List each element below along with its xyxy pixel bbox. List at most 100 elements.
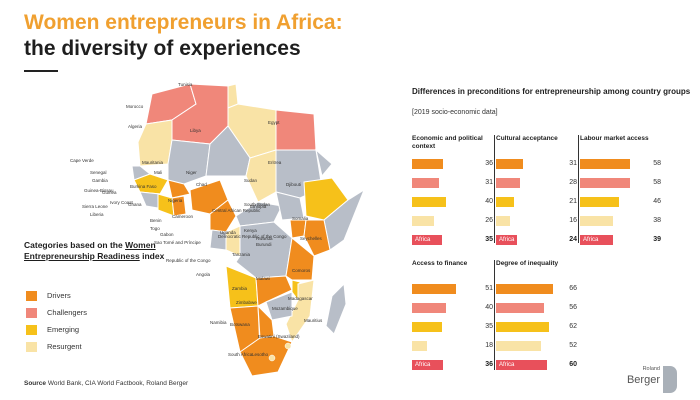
chart-heading: Differences in preconditions for entrepr…: [412, 87, 691, 96]
map-label-senegal: Senegal: [90, 170, 107, 175]
region-car: [235, 201, 283, 227]
title-underline: [24, 70, 58, 72]
africa-map: [131, 83, 366, 377]
region-zambia: [255, 275, 293, 307]
map-label-gambia: Gambia: [92, 178, 108, 183]
bar-value: 31: [569, 160, 577, 167]
bar-value: 21: [569, 198, 577, 205]
map-label-botswana: Botswana: [230, 322, 250, 327]
bar: [496, 216, 510, 226]
map-label-eritrea: Eritrea: [268, 160, 282, 165]
map-label-angola: Angola: [196, 272, 211, 277]
logo-mark-icon: [663, 366, 677, 393]
region-south-africa: [239, 335, 293, 377]
panel-divider: [578, 135, 579, 243]
bar-value: 39: [653, 236, 661, 243]
map-label-ivory-coast: Ivory Coast: [110, 200, 133, 205]
map-label-tanzania: Tanzania: [232, 252, 251, 257]
bar: [496, 178, 520, 188]
map-label-togo: Togo: [150, 226, 160, 231]
bar-value: 58: [653, 179, 661, 186]
bar-value: 35: [485, 236, 493, 243]
map-label-morocco: Morocco: [126, 104, 144, 109]
bar: [496, 303, 544, 313]
bar: [580, 235, 614, 245]
region-mali: [167, 139, 211, 185]
legend-title: Categories based on the Women Entreprene…: [24, 240, 165, 261]
region-egypt: [275, 109, 317, 151]
bar-value: 26: [485, 217, 493, 224]
bar: [580, 159, 630, 169]
region-chad: [245, 149, 277, 203]
map-label-tunisia: Tunisia: [178, 82, 193, 87]
map-label-burundi: Burundi: [256, 242, 272, 247]
map-label-libya: Libya: [190, 128, 201, 133]
map-label-central-african-republic: Central African Republic: [212, 208, 261, 213]
bar-value: 62: [569, 323, 577, 330]
bar: [412, 303, 447, 313]
legend-label: Challengers: [47, 308, 88, 317]
region-cameroon: [209, 199, 237, 233]
map-label-guinea-bissau: Guinea-Bissau: [84, 188, 114, 193]
map-label-namibia: Namibia: [210, 320, 227, 325]
map-label-djibouti: Djibouti: [286, 182, 302, 187]
panel-divider: [494, 260, 495, 370]
bar: [412, 360, 443, 370]
legend-item-challengers: Challengers: [26, 307, 87, 319]
region-guinea: [133, 173, 169, 195]
bar-value: 40: [485, 304, 493, 311]
map-label-benin: Benin: [150, 218, 162, 223]
bar-value: 38: [653, 217, 661, 224]
legend-item-emerging: Emerging: [26, 324, 79, 336]
bar: [496, 284, 553, 294]
map-label-sudan: Sudan: [244, 178, 258, 183]
map-label-comoros: Comoros: [292, 268, 311, 273]
region-zimbabwe: [265, 291, 293, 321]
legend-index-name: Women Entrepreneurship Readiness: [24, 240, 156, 261]
chart-subheading: [2019 socio-economic data]: [412, 109, 498, 116]
region-ghana: [171, 195, 187, 217]
bar: [412, 197, 447, 207]
bar-value: 40: [485, 198, 493, 205]
bar-value: 16: [569, 217, 577, 224]
panel-title: Economic and political context: [412, 135, 483, 150]
map-label-lesotho: Lesotho: [252, 352, 269, 357]
map-label-cameroon: Cameroon: [172, 214, 194, 219]
bar-value: 58: [653, 160, 661, 167]
map-label-guinea: Guinea: [102, 190, 117, 195]
bar: [496, 159, 523, 169]
map-label-zambia: Zambia: [232, 286, 248, 291]
region-kenya: [303, 219, 331, 257]
panel-title: Labour market access: [580, 135, 649, 142]
roland-berger-logo: Roland Berger: [618, 366, 678, 396]
panel-divider: [494, 135, 495, 243]
bar: [580, 216, 613, 226]
map-label-ethiopia: Ethiopia: [250, 204, 267, 209]
map-label-eswatini-swaziland: Eswatini (Swaziland): [258, 334, 300, 339]
map-label-madagascar: Madagascar: [288, 296, 313, 301]
map-label-mozambique: Mozambique: [272, 306, 298, 311]
region-tanzania: [285, 237, 315, 281]
bar: [412, 159, 443, 169]
map-label-cape-verde: Cape Verde: [70, 158, 94, 163]
bar: [496, 341, 541, 351]
bar-value: 28: [569, 179, 577, 186]
legend-label: Resurgent: [47, 342, 82, 351]
bar: [496, 360, 548, 370]
bar: [412, 216, 435, 226]
map-label-sao-tom-and-pr-ncipe: Sao Tomé and Príncipe: [154, 240, 201, 245]
map-label-democratic-republic-of-the-congo: Democratic Republic of the Congo: [218, 234, 287, 239]
bar-total-label: Africa: [415, 237, 431, 243]
map-label-south-sudan: South Sudan: [244, 202, 271, 207]
map-label-mauritania: Mauritania: [142, 160, 164, 165]
map-label-mali: Mali: [154, 170, 163, 175]
bar: [412, 284, 456, 294]
bar-value: 35: [485, 323, 493, 330]
map-label-liberia: Liberia: [90, 212, 104, 217]
bar-value: 51: [485, 285, 493, 292]
map-label-chad: Chad: [196, 182, 207, 187]
map-label-ghana: Ghana: [128, 202, 142, 207]
legend-item-resurgent: Resurgent: [26, 341, 82, 353]
map-label-egypt: Egypt: [268, 120, 280, 125]
panel-title: Access to finance: [412, 260, 468, 267]
